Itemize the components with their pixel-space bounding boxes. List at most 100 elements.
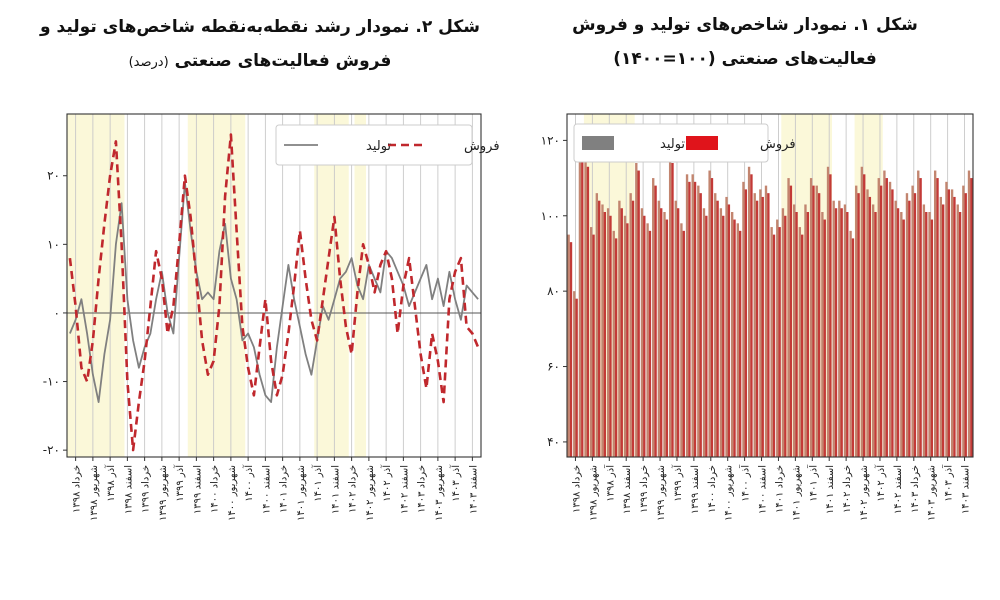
y-tick-label: ۱۲۰ (541, 133, 560, 147)
production-bar (776, 219, 779, 457)
production-bar (590, 227, 593, 457)
production-bar (883, 170, 886, 457)
production-bar (900, 212, 903, 457)
production-bar (871, 204, 875, 457)
left-title-line1: شکل ۲. نمودار رشد نقطه‌به‌نقطه شاخص‌های … (40, 17, 480, 37)
sales-bar (801, 234, 804, 457)
legend: فروش تولید (573, 123, 796, 163)
production-bar (578, 151, 582, 457)
x-tick-label: اسفند ۱۴۰۱ (825, 465, 836, 514)
production-bar (719, 208, 723, 457)
production-bar (832, 200, 835, 457)
legend: فروش تولید (275, 124, 500, 166)
x-tick-label: خرداد ۱۳۹۹ (639, 465, 650, 513)
sales-growth-line (68, 133, 480, 452)
production-bar (725, 196, 728, 457)
legend-production-swatch (582, 136, 614, 150)
line-series-group (68, 133, 480, 452)
production-bar (950, 189, 954, 457)
sales-bar (930, 219, 934, 457)
x-tick-label: آذر ۱۴۰۰ (739, 464, 752, 502)
production-bar (787, 178, 790, 457)
production-bar (646, 223, 649, 457)
production-bar (595, 193, 599, 457)
x-tick-label: آذر ۱۳۹۹ (671, 464, 684, 502)
x-tick-label: خرداد ۱۴۰۲ (348, 465, 359, 513)
production-bar (680, 223, 683, 457)
sales-bar (868, 196, 872, 457)
sales-bar (941, 204, 945, 457)
production-bar (702, 208, 706, 457)
sales-bar (671, 163, 674, 457)
x-tick-label: آذر ۱۴۰۳ (449, 464, 462, 502)
sales-bar (693, 181, 697, 457)
sales-bar (947, 189, 950, 457)
production-bar (855, 185, 858, 457)
x-tick-label: اسفند ۱۴۰۰ (261, 465, 272, 514)
production-bar (635, 163, 638, 457)
x-tick-label: خرداد ۱۴۰۳ (417, 465, 428, 513)
legend-box (275, 124, 473, 166)
left-title-line2: فروش فعالیت‌های صنعتی (174, 51, 392, 71)
y-tick-label: -۲۰ (43, 443, 60, 457)
sales-bar (761, 196, 764, 457)
y-tick-label: ۰ (54, 306, 60, 320)
production-bar (821, 212, 824, 457)
legend-sales-label: فروش (464, 139, 500, 154)
sales-bar (846, 212, 849, 457)
production-bar (894, 200, 897, 457)
y-tick-label: ۴۰ (547, 435, 560, 449)
sales-bar (654, 185, 657, 457)
sales-bar (581, 159, 584, 457)
production-bar (888, 181, 892, 457)
production-bar (838, 200, 841, 457)
left-line-chart: ۲۰ ۱۰ ۰ -۱۰ -۲۰ خرداد ۱۳۹۸ شهریور ۱۳۹۸ آذر ۱۳۹۸… (43, 113, 500, 521)
production-bar (652, 178, 655, 457)
production-bar (945, 181, 948, 457)
production-bar (849, 230, 852, 457)
production-bar (911, 185, 914, 457)
x-tick-label: آذر ۱۳۹۸ (603, 464, 616, 502)
legend-production-label: تولید (366, 139, 391, 154)
sales-bar (733, 219, 736, 457)
legend-sales-label: فروش (760, 137, 796, 152)
sales-bar (592, 234, 595, 457)
sales-bar (784, 215, 787, 457)
sales-bar (620, 208, 623, 457)
sales-bar (902, 219, 905, 457)
y-tick-label: ۸۰ (547, 284, 560, 298)
sales-bar (598, 200, 601, 457)
x-tick-label: اسفند ۱۴۰۱ (330, 465, 341, 514)
production-bar (933, 170, 937, 457)
sales-bar (823, 219, 826, 457)
sales-bar (908, 200, 911, 457)
production-bar (759, 189, 762, 457)
sales-bar (603, 212, 607, 457)
sales-bar (643, 215, 646, 457)
right-title-line1: شکل ۱. نمودار شاخص‌های تولید و فروش (572, 15, 918, 35)
sales-bar (722, 215, 725, 457)
sales-bar (710, 178, 714, 457)
sales-bar (919, 178, 922, 457)
production-bar (640, 208, 644, 457)
x-tick-label: آذر ۱۴۰۱ (806, 464, 819, 502)
sales-bar (817, 193, 821, 457)
production-bar (685, 174, 689, 457)
production-bar (956, 204, 959, 457)
shade-band (354, 114, 366, 457)
x-tick-label: شهریور ۱۴۰۳ (434, 465, 445, 521)
legend-production-label: تولید (660, 137, 685, 152)
x-tick-label: خرداد ۱۳۹۸ (571, 465, 582, 513)
x-tick-label: شهریور ۱۴۰۲ (859, 465, 870, 521)
x-tick-label: اسفند ۱۳۹۹ (690, 465, 701, 514)
y-tick-label: ۱۰ (47, 237, 60, 251)
legend-box (573, 123, 769, 163)
production-bar (736, 223, 739, 457)
sales-bar (688, 181, 691, 457)
sales-bar (727, 204, 731, 457)
y-tick-label: ۶۰ (547, 360, 560, 374)
sales-bar (767, 193, 770, 457)
sales-bar (970, 178, 973, 457)
production-bar (866, 189, 869, 457)
